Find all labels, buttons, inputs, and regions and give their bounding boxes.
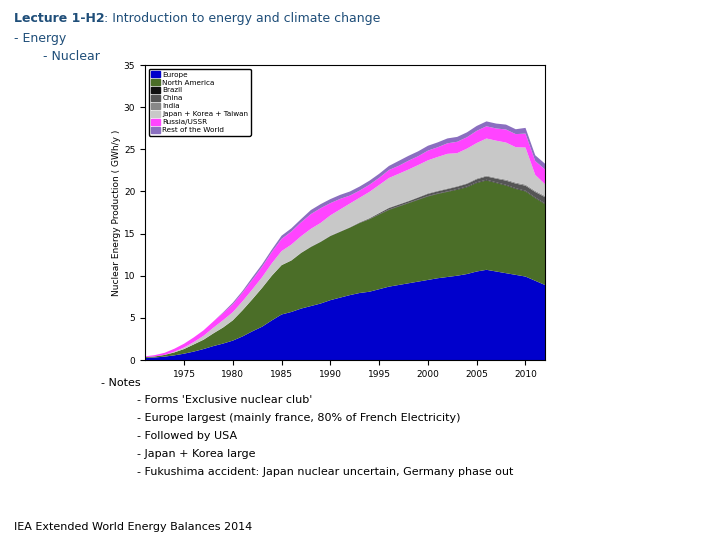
Text: - Japan + Korea large: - Japan + Korea large [137, 449, 256, 459]
Text: - Europe largest (mainly france, 80% of French Electricity): - Europe largest (mainly france, 80% of … [137, 413, 460, 423]
Text: : Introduction to energy and climate change: : Introduction to energy and climate cha… [104, 12, 381, 25]
Text: - Nuclear: - Nuclear [43, 50, 100, 63]
Text: - Energy: - Energy [14, 32, 67, 45]
Text: IEA Extended World Energy Balances 2014: IEA Extended World Energy Balances 2014 [14, 522, 253, 532]
Y-axis label: Nuclear Energy Production ( GWh/y ): Nuclear Energy Production ( GWh/y ) [112, 129, 121, 296]
Text: - Notes: - Notes [101, 378, 140, 388]
Text: - Followed by USA: - Followed by USA [137, 431, 237, 441]
Legend: Europe, North America, Brazil, China, India, Japan + Korea + Taiwan, Russia/USSR: Europe, North America, Brazil, China, In… [148, 69, 251, 136]
Text: Lecture 1-H2: Lecture 1-H2 [14, 12, 105, 25]
Text: - Fukushima accident: Japan nuclear uncertain, Germany phase out: - Fukushima accident: Japan nuclear unce… [137, 467, 513, 477]
Text: - Forms 'Exclusive nuclear club': - Forms 'Exclusive nuclear club' [137, 395, 312, 405]
